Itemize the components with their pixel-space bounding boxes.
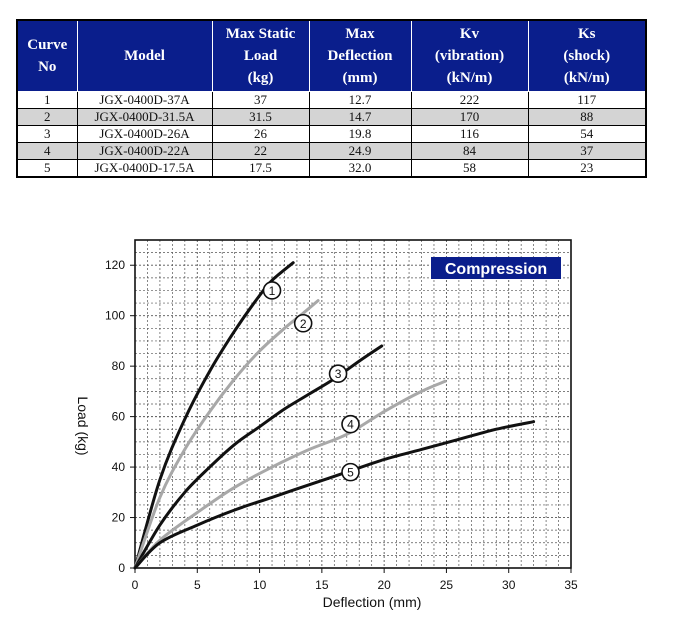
- table-header-text: Max: [345, 26, 375, 42]
- table-cell: 222: [410, 91, 529, 109]
- table-cell: 32.0: [308, 159, 412, 178]
- table-header-cell: Ks (shock) (kN/m): [527, 19, 647, 92]
- table-header-text: Load: [243, 48, 278, 64]
- series-line-curve-4: [133, 379, 447, 570]
- table-cell: JGX-0400D-31.5A: [76, 108, 213, 126]
- table-cell: JGX-0400D-26A: [76, 125, 213, 143]
- table-cell: 17.5: [211, 159, 310, 178]
- table-cell: 22: [211, 142, 310, 160]
- table-cell: 12.7: [308, 91, 412, 109]
- table-header-cell: Max Deflection (mm): [308, 19, 412, 92]
- curve-marker-label: 1: [269, 284, 276, 298]
- table-cell: JGX-0400D-22A: [76, 142, 213, 160]
- table-header-text: Max Static: [225, 26, 296, 42]
- x-tick-label: 20: [377, 578, 391, 592]
- y-tick-label: 80: [112, 359, 126, 373]
- table-header-text: (kN/m): [563, 70, 610, 86]
- curve-label-layer: 1 2 3 4 5: [262, 281, 360, 482]
- table-header-text: (shock): [563, 48, 611, 64]
- series-line-curve-2: [133, 299, 320, 570]
- table-cell: 26: [211, 125, 310, 143]
- table-cell: 4: [16, 142, 78, 160]
- table-cell: 54: [527, 125, 647, 143]
- curve-marker-label: 3: [335, 367, 342, 381]
- spec-table: Curve No Model Max Static Load (kg) Max Deflect…: [16, 19, 647, 178]
- table-cell: 37: [211, 91, 310, 109]
- curve-marker-circle: [341, 462, 360, 482]
- table-cell: 117: [527, 91, 647, 109]
- table-row: 2 JGX-0400D-31.5A 31.5 14.7 170 88: [16, 108, 647, 126]
- table-header-cell: Curve No: [16, 19, 78, 92]
- x-tick-label: 5: [194, 578, 201, 592]
- curve-marker-label: 2: [300, 317, 307, 331]
- table-cell: 37: [527, 142, 647, 160]
- table-header-text: Deflection: [327, 48, 393, 64]
- table-cell: 19.8: [308, 125, 412, 143]
- table-header-row: Curve No Model Max Static Load (kg) Max Deflect…: [16, 19, 647, 92]
- y-tick-label: 60: [112, 410, 126, 424]
- table-cell: 5: [16, 159, 78, 178]
- y-tick-label: 40: [112, 460, 126, 474]
- grid-layer: [135, 240, 571, 568]
- chart-title-box: [431, 257, 561, 279]
- table-cell: JGX-0400D-37A: [76, 91, 213, 109]
- table-header-text: Ks: [577, 26, 596, 42]
- plot-frame: [134, 239, 572, 569]
- table-body: 1 JGX-0400D-37A 37 12.7 222 117 2 JGX-0400D-31.…: [16, 91, 647, 178]
- series-line-curve-5: [133, 420, 536, 570]
- y-axis-label: Load (kg): [75, 396, 91, 455]
- series-line-curve-1: [133, 261, 295, 570]
- table-header-cell: Model: [76, 19, 213, 92]
- y-tick-label: 0: [118, 561, 125, 575]
- curve-marker-circle: [328, 364, 348, 384]
- series-layer: [133, 261, 536, 570]
- table-header-text: (kN/m): [446, 70, 493, 86]
- table-header-text: Model: [124, 48, 165, 64]
- curve-marker-circle: [341, 414, 360, 434]
- table-cell: 14.7: [308, 108, 412, 126]
- table-header-text: (kg): [247, 70, 274, 86]
- table-cell: 3: [16, 125, 78, 143]
- x-tick-label: 15: [315, 578, 329, 592]
- x-tick-label: 0: [132, 578, 139, 592]
- curve-marker-circle: [293, 313, 313, 333]
- table-header-cell: Kv (vibration) (kN/m): [410, 19, 529, 92]
- table-cell: 24.9: [308, 142, 412, 160]
- x-tick-label: 10: [253, 578, 267, 592]
- title-layer: Compression: [431, 257, 561, 279]
- table-cell: 88: [527, 108, 647, 126]
- table-row: 3 JGX-0400D-26A 26 19.8 116 54: [16, 125, 647, 143]
- curve-marker-label: 5: [347, 466, 354, 480]
- x-axis-label: Deflection (mm): [323, 594, 422, 610]
- table-cell: 58: [410, 159, 529, 178]
- chart-title: Compression: [445, 261, 547, 278]
- table-cell: JGX-0400D-17.5A: [76, 159, 213, 178]
- table-row: 1 JGX-0400D-37A 37 12.7 222 117: [16, 91, 647, 109]
- table-cell: 31.5: [211, 108, 310, 126]
- table-row: 4 JGX-0400D-22A 22 24.9 84 37: [16, 142, 647, 160]
- table-header-text: No: [38, 59, 57, 75]
- x-tick-label: 30: [502, 578, 516, 592]
- table-cell: 170: [410, 108, 529, 126]
- table-header-text: Curve: [27, 37, 68, 53]
- y-tick-label: 100: [105, 309, 125, 323]
- series-line-curve-3: [133, 344, 384, 570]
- table-cell: 2: [16, 108, 78, 126]
- table-cell: 23: [527, 159, 647, 178]
- table-cell: 84: [410, 142, 529, 160]
- table-row: 5 JGX-0400D-17.5A 17.5 32.0 58 23: [16, 159, 647, 178]
- y-tick-label: 20: [112, 511, 126, 525]
- table-header-cell: Max Static Load (kg): [211, 19, 310, 92]
- x-tick-label: 35: [564, 578, 578, 592]
- table-cell: 1: [16, 91, 78, 109]
- x-tick-label: 25: [440, 578, 454, 592]
- table-header-text: Kv: [459, 26, 480, 42]
- y-tick-label: 120: [105, 258, 125, 272]
- curve-marker-circle: [262, 281, 282, 300]
- table-cell: 116: [410, 125, 529, 143]
- table-header-text: (vibration): [434, 48, 505, 64]
- table-header-text: (mm): [342, 70, 378, 86]
- curve-marker-label: 4: [347, 418, 354, 432]
